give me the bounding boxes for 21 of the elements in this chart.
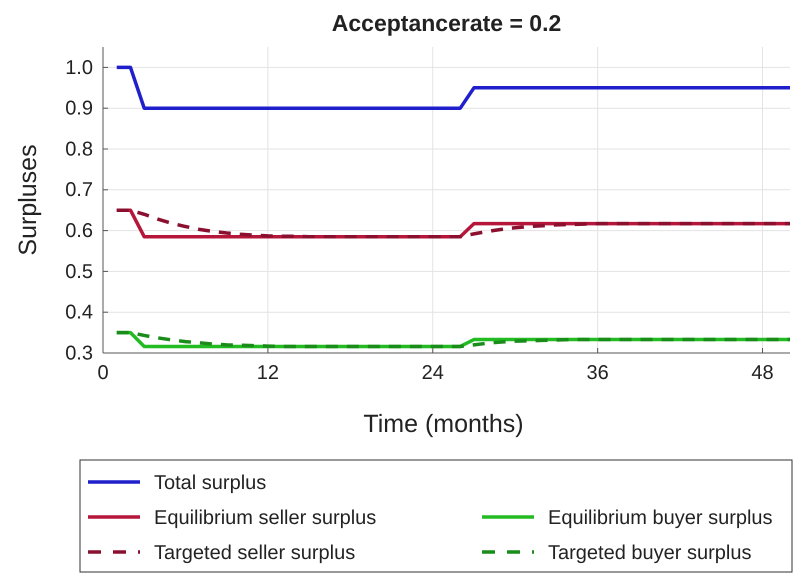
legend-label: Targeted seller surplus [154, 542, 356, 564]
y-tick-label: 0.6 [65, 220, 93, 242]
y-tick-label: 0.7 [65, 179, 93, 202]
legend-label: Equilibrium buyer surplus [548, 507, 773, 529]
y-tick-label: 0.9 [65, 98, 93, 120]
y-tick-label: 1.0 [65, 56, 93, 79]
legend-label: Equilibrium seller surplus [154, 507, 376, 529]
y-tick-label: 0.8 [65, 138, 93, 160]
x-tick-label: 0 [97, 362, 109, 384]
y-tick-label: 0.5 [65, 260, 93, 283]
y-tick-label: 0.4 [65, 302, 93, 324]
chart-title: Acceptancerate = 0.2 [332, 10, 562, 36]
x-tick-label: 36 [586, 362, 609, 384]
x-tick-label: 12 [256, 362, 280, 384]
x-tick-label: 48 [751, 362, 774, 384]
y-axis-title: Surpluses [14, 144, 42, 256]
legend-label: Targeted buyer surplus [548, 542, 752, 564]
legend-label: Total surplus [154, 472, 266, 494]
y-tick-label: 0.3 [65, 342, 93, 364]
x-tick-label: 24 [422, 362, 444, 384]
x-axis-title: Time (months) [363, 410, 524, 438]
